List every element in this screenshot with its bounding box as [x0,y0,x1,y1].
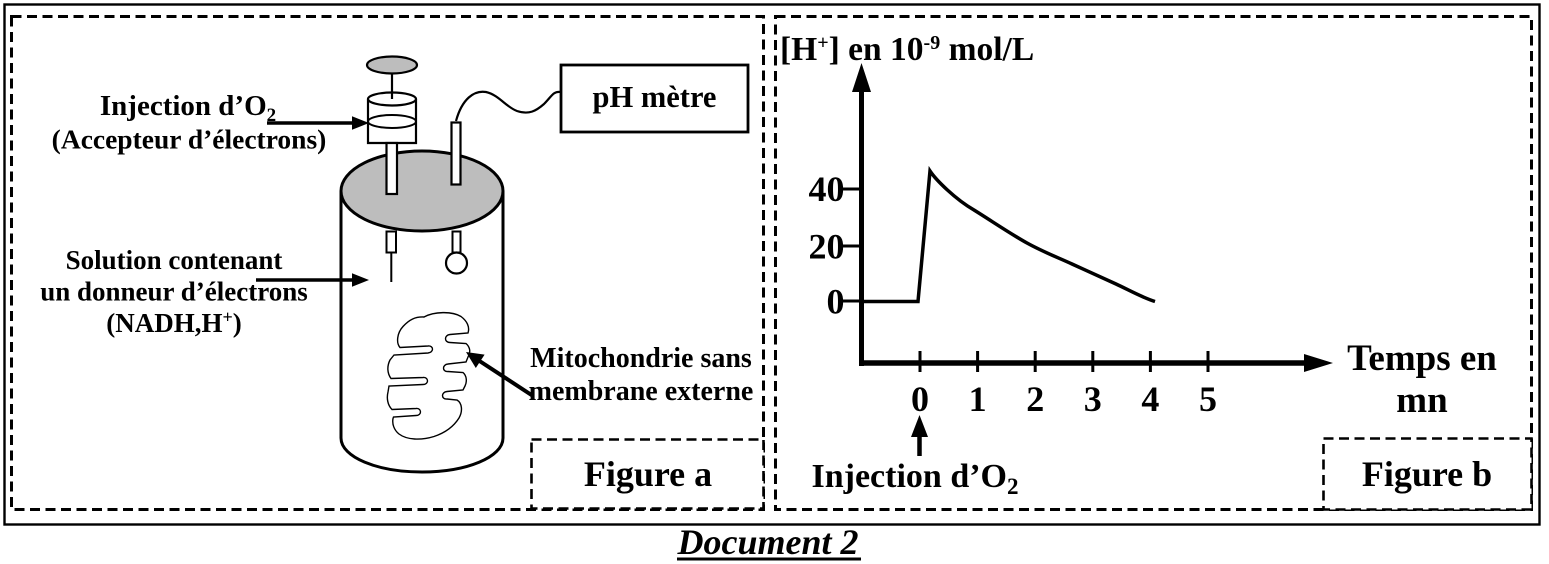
svg-text:Document 2: Document 2 [676,522,858,562]
svg-text:5: 5 [1199,379,1217,419]
svg-text:pH mètre: pH mètre [593,80,717,114]
svg-text:Mitochondrie sans: Mitochondrie sans [530,343,752,374]
svg-text:Figure a: Figure a [584,454,712,494]
svg-text:Injection d’O2: Injection d’O2 [812,458,1019,499]
svg-text:4: 4 [1141,379,1159,419]
svg-text:1: 1 [969,379,987,419]
svg-text:Temps en: Temps en [1347,338,1497,379]
svg-text:3: 3 [1084,379,1102,419]
svg-text:20: 20 [809,227,845,267]
svg-text:Solution contenant: Solution contenant [66,245,283,275]
svg-text:(NADH,H+): (NADH,H+) [106,307,242,338]
svg-text:membrane externe: membrane externe [529,376,754,407]
svg-text:(Accepteur d’électrons): (Accepteur d’électrons) [52,124,327,155]
svg-text:Figure b: Figure b [1362,454,1492,494]
svg-text:0: 0 [911,379,929,419]
svg-text:mn: mn [1396,380,1448,421]
svg-text:40: 40 [809,169,845,209]
svg-text:Injection d’O2: Injection d’O2 [100,90,276,126]
svg-text:0: 0 [827,282,845,322]
svg-text:2: 2 [1026,379,1044,419]
